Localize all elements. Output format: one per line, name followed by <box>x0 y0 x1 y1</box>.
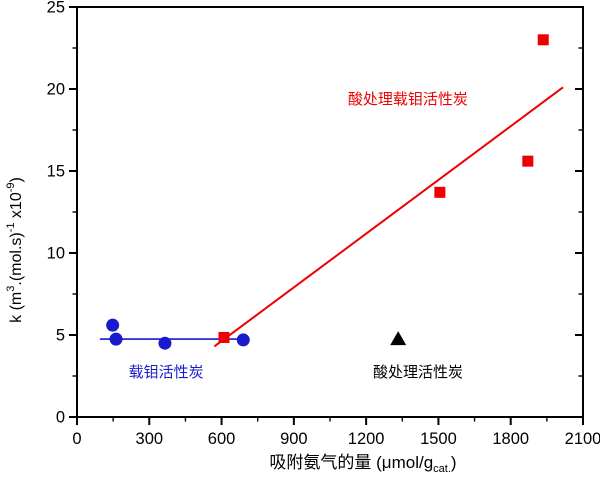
x-tick-label: 1500 <box>420 430 457 448</box>
data-point-circle <box>236 333 250 347</box>
x-tick-label: 300 <box>136 430 164 448</box>
data-point-square <box>218 331 230 343</box>
fit-line-square <box>213 86 564 348</box>
y-tick-label: 20 <box>47 81 65 99</box>
data-point-circle <box>106 318 120 332</box>
label-run: 吸附氨气的量 (μmol/g <box>269 453 433 472</box>
x-tick-label: 1800 <box>492 430 529 448</box>
y-tick-label: 15 <box>47 163 65 181</box>
data-point-square <box>537 34 549 46</box>
x-axis-label: 吸附氨气的量 (μmol/gcat.) <box>269 453 456 475</box>
annotation: 酸处理载钼活性炭 <box>348 91 468 108</box>
x-tick-label: 600 <box>208 430 236 448</box>
label-sup: -9 <box>5 182 17 192</box>
label-sup: 3 <box>5 286 17 292</box>
data-point-circle <box>158 336 172 350</box>
x-tick-label: 2100 <box>565 430 600 448</box>
label-run: ) <box>451 453 457 472</box>
label-sub: cat. <box>433 463 451 475</box>
label-run: .(mol.s) <box>8 232 25 285</box>
label-run: k (m <box>8 292 25 323</box>
data-point-square <box>522 155 534 167</box>
label-sup: -1 <box>5 223 17 233</box>
y-tick-label: 0 <box>56 409 65 427</box>
y-tick-label: 5 <box>56 327 65 345</box>
data-point-triangle <box>390 331 407 346</box>
data-point-circle <box>109 332 123 346</box>
x-tick-label: 0 <box>72 430 81 448</box>
x-tick-label: 1200 <box>348 430 385 448</box>
label-run: x10 <box>8 192 25 222</box>
y-tick-label: 10 <box>47 245 65 263</box>
y-tick-label: 25 <box>47 0 65 17</box>
data-point-square <box>434 186 446 198</box>
annotation: 酸处理活性炭 <box>373 364 463 381</box>
label-run: ) <box>8 177 25 182</box>
x-tick-label: 900 <box>280 430 308 448</box>
y-axis-label: k (m3.(mol.s)-1 x10-9) <box>5 177 25 323</box>
annotation: 载钼活性炭 <box>129 364 204 381</box>
